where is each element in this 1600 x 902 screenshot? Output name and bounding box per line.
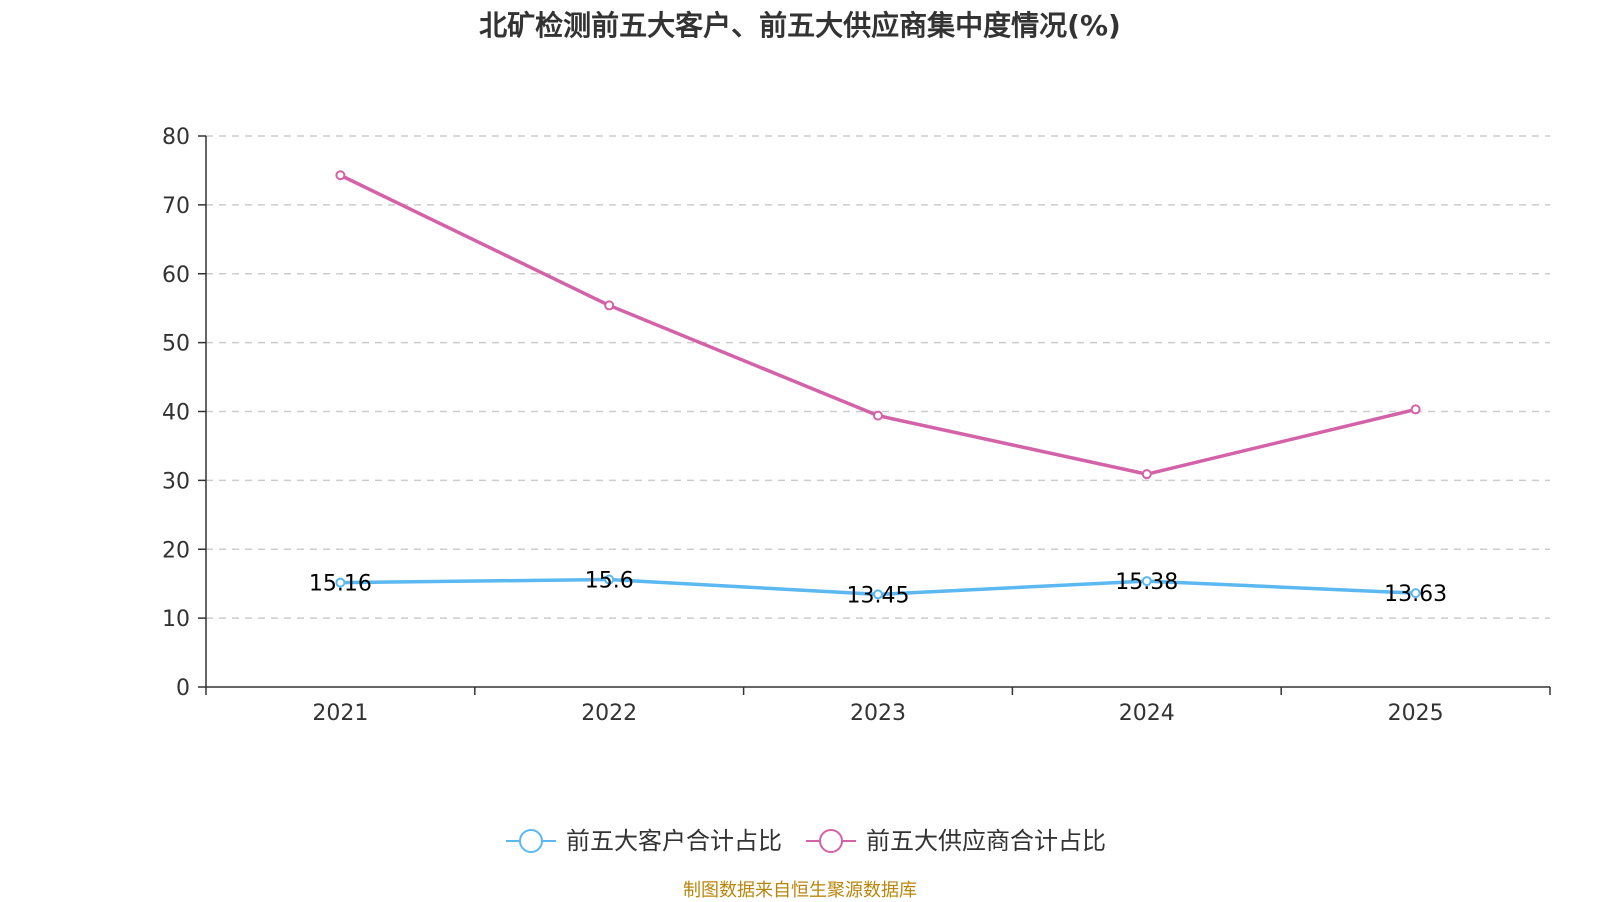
- source-note: 制图数据来自恒生聚源数据库: [683, 880, 917, 901]
- legend-item-2: 前五大供应商合计占比: [806, 827, 1106, 855]
- y-tick-label: 80: [162, 125, 190, 150]
- data-point: [604, 300, 615, 311]
- chart-title: 北矿检测前五大客户、前五大供应商集中度情况(%): [479, 9, 1121, 42]
- data-point: [335, 577, 346, 588]
- legend: 前五大客户合计占比 前五大供应商合计占比: [506, 827, 1106, 855]
- x-tick-label: 2021: [312, 701, 368, 726]
- data-labels: 15.16 15.6 13.45 15.38 13.63: [309, 569, 1447, 609]
- data-label: 15.38: [1115, 570, 1178, 595]
- data-point: [1141, 576, 1152, 587]
- data-point: [604, 574, 615, 585]
- data-point: [873, 589, 883, 600]
- data-label: 13.45: [847, 583, 910, 608]
- legend-item-1: 前五大客户合计占比: [506, 827, 782, 855]
- series-layer: [335, 170, 1421, 600]
- data-label: 15.16: [309, 572, 372, 597]
- axes: 0 10 20 30 40 50 60 70 80 2021 2022 2023 2024 2025: [162, 125, 1551, 726]
- data-label: 15.6: [585, 569, 634, 594]
- data-label: 13.63: [1384, 582, 1447, 607]
- legend-label: 前五大客户合计占比: [566, 827, 782, 855]
- legend-marker: [819, 829, 843, 853]
- legend-marker: [519, 829, 543, 853]
- data-point: [873, 410, 883, 421]
- y-tick-label: 50: [162, 332, 190, 357]
- data-point: [1141, 469, 1152, 480]
- x-tick-label: 2022: [581, 701, 637, 726]
- series-line-2: [339, 173, 1417, 476]
- data-point: [335, 170, 346, 181]
- data-point: [1410, 404, 1421, 415]
- y-tick-label: 70: [162, 194, 190, 219]
- legend-label: 前五大供应商合计占比: [866, 827, 1106, 855]
- data-point: [1410, 588, 1421, 599]
- y-tick-label: 0: [176, 676, 190, 701]
- y-tick-label: 10: [162, 607, 190, 632]
- x-tick-label: 2023: [850, 701, 906, 726]
- y-tick-label: 60: [162, 263, 190, 288]
- y-tick-label: 40: [162, 401, 190, 426]
- y-tick-label: 20: [162, 538, 190, 563]
- x-tick-label: 2024: [1119, 701, 1175, 726]
- grid-lines: [206, 135, 1550, 619]
- x-tick-label: 2025: [1388, 701, 1444, 726]
- y-tick-label: 30: [162, 469, 190, 494]
